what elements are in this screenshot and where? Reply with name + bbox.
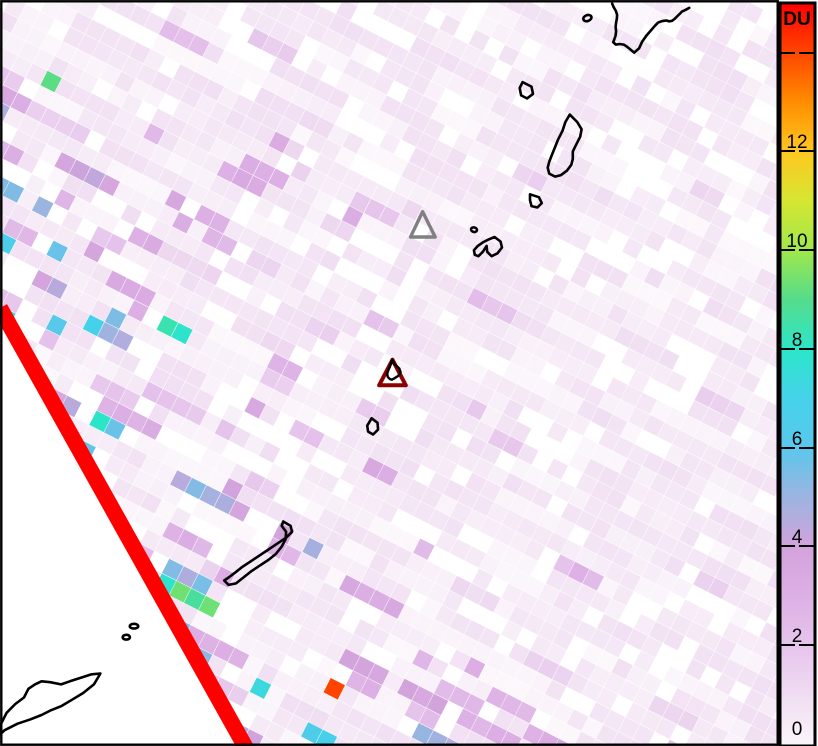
svg-text:4: 4 <box>792 527 803 548</box>
svg-text:12: 12 <box>786 132 807 153</box>
svg-text:0: 0 <box>792 719 803 740</box>
svg-text:8: 8 <box>792 330 803 351</box>
svg-text:10: 10 <box>786 231 807 252</box>
svg-text:6: 6 <box>792 429 803 450</box>
svg-text:2: 2 <box>792 626 803 647</box>
svg-text:DU: DU <box>783 9 810 30</box>
